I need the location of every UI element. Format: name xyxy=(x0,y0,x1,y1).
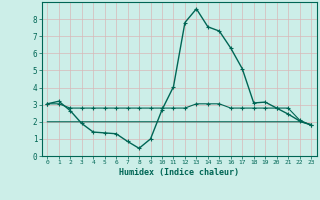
X-axis label: Humidex (Indice chaleur): Humidex (Indice chaleur) xyxy=(119,168,239,177)
